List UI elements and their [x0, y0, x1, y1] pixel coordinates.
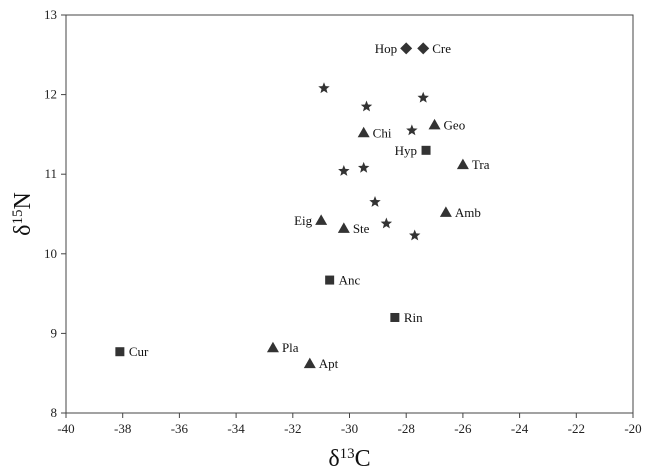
y-tick-label: 10 [44, 246, 57, 261]
star-marker [380, 217, 393, 229]
star-marker [318, 82, 330, 94]
triangle-marker [456, 158, 469, 170]
y-tick-label: 13 [44, 7, 57, 22]
point-label: Cur [129, 344, 149, 359]
star-marker [406, 124, 418, 136]
x-tick-label: -20 [624, 421, 641, 436]
plot-frame [65, 14, 634, 414]
triangle-marker [337, 222, 350, 233]
data-points: Hop Cre Hyp Anc Rin Cur Chi Geo Tra Amb Eig Ste Pla A… [115, 41, 490, 371]
star-marker [360, 100, 373, 112]
point-label: Ste [353, 221, 370, 236]
point-label: Hop [375, 41, 397, 56]
triangle-marker [439, 206, 452, 217]
plot-area [65, 14, 634, 414]
point-label: Chi [373, 125, 392, 140]
diamond-marker [400, 42, 413, 55]
x-tick-label: -26 [454, 421, 472, 436]
x-tick-label: -24 [511, 421, 529, 436]
x-tick-label: -22 [568, 421, 585, 436]
point-label: Geo [444, 117, 466, 132]
square-marker [325, 275, 335, 285]
y-axis-title: δ15N [10, 192, 36, 236]
triangle-marker [303, 357, 316, 369]
y-axis-ticks: 8 9 10 11 12 13 [44, 7, 66, 420]
star-marker [417, 91, 429, 103]
x-tick-label: -30 [341, 421, 358, 436]
star-marker [369, 196, 381, 207]
x-tick-label: -34 [227, 421, 245, 436]
star-marker [338, 165, 350, 176]
y-tick-label: 12 [44, 87, 57, 102]
x-tick-label: -28 [398, 421, 415, 436]
x-axis-title: δ13C [328, 446, 370, 471]
square-marker [390, 312, 400, 322]
point-label: Anc [339, 273, 361, 288]
diamond-marker [417, 42, 430, 55]
point-label: Cre [432, 41, 451, 56]
y-tick-label: 9 [51, 325, 58, 340]
triangle-marker [315, 214, 328, 225]
x-tick-label: -32 [284, 421, 301, 436]
point-label: Pla [282, 340, 299, 355]
point-label: Apt [319, 356, 339, 371]
point-label: Eig [294, 213, 313, 228]
point-label: Amb [455, 205, 481, 220]
point-label: Rin [404, 310, 423, 325]
x-tick-label: -40 [57, 421, 74, 436]
square-marker [421, 145, 431, 155]
point-label: Hyp [395, 143, 417, 158]
x-tick-label: -36 [171, 421, 189, 436]
triangle-marker [357, 126, 370, 138]
x-tick-label: -38 [114, 421, 131, 436]
star-marker [357, 161, 370, 173]
y-tick-label: 11 [44, 166, 57, 181]
triangle-marker [428, 118, 441, 130]
square-marker [115, 347, 125, 357]
point-label: Tra [472, 157, 490, 172]
x-axis-ticks: -40 -38 -36 -34 -32 -30 -28 -26 -24 -22 -20 [57, 413, 642, 436]
triangle-marker [266, 341, 279, 353]
star-marker [409, 229, 421, 241]
y-tick-label: 8 [51, 405, 58, 420]
